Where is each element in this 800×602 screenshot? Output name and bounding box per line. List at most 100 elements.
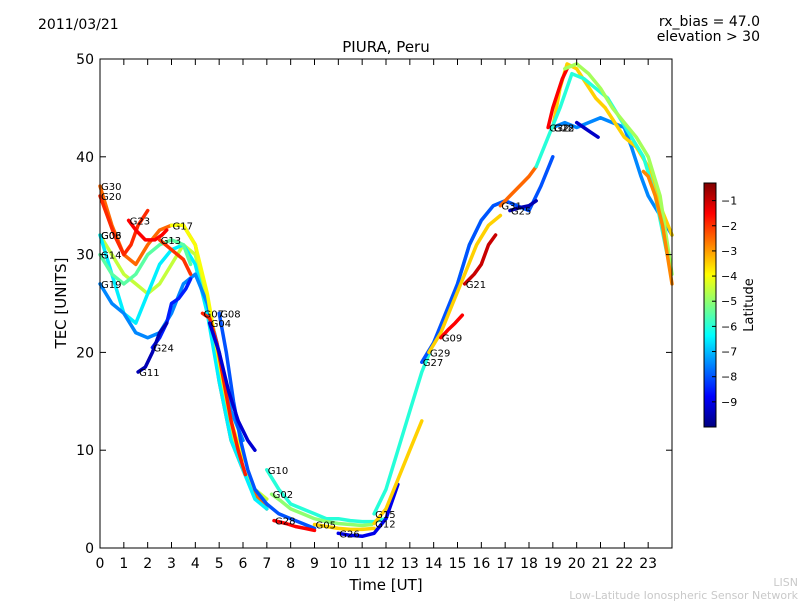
series-line-g02: [269, 492, 374, 528]
series-label: G17: [173, 221, 193, 232]
series-label: G25: [511, 207, 531, 218]
rx-bias-label: rx_bias = 47.0: [658, 14, 760, 30]
series-layer: [98, 62, 674, 539]
y-tick-label: 30: [76, 248, 94, 264]
x-tick-label: 20: [568, 556, 586, 572]
x-tick-label: 17: [496, 556, 514, 572]
series-line-g09: [439, 313, 465, 340]
series-line-g28: [272, 518, 317, 533]
series-line-g31: [498, 164, 538, 208]
plot-frame: [99, 58, 673, 549]
x-tick-label: 4: [191, 556, 200, 572]
series-line-g32: [546, 67, 569, 130]
series-label: G05: [316, 521, 336, 532]
series-label: G29: [430, 348, 450, 359]
x-tick-label: 23: [639, 556, 657, 572]
x-tick-label: 19: [544, 556, 562, 572]
series-label-layer: G30G20G23G06G03G14G19G13G17G24G11G07G08G…: [101, 124, 574, 541]
series-line: [563, 62, 674, 276]
series-label: G12: [375, 520, 395, 531]
elevation-label: elevation > 30: [656, 29, 760, 45]
x-tick-label: 21: [592, 556, 610, 572]
x-tick-label: 5: [215, 556, 224, 572]
series-label: G32: [549, 124, 569, 135]
series-label: G07: [204, 309, 224, 320]
series-label: G23: [130, 216, 150, 227]
series-label: G27: [423, 358, 443, 369]
series-line-g21: [462, 233, 498, 286]
x-tick-label: 6: [239, 556, 248, 572]
x-tick-label: 16: [472, 556, 490, 572]
x-tick-label: 9: [310, 556, 319, 572]
x-tick-label: 15: [449, 556, 467, 572]
series-line-g27: [420, 155, 555, 364]
colorbar-tick-label: −4: [721, 270, 737, 283]
series-line-g25: [508, 199, 538, 213]
x-tick-label: 22: [615, 556, 633, 572]
series-label: G03: [101, 231, 121, 242]
colorbar-tick-label: −6: [721, 320, 737, 333]
colorbar-tick-label: −9: [721, 396, 737, 409]
y-tick-label: 10: [76, 443, 94, 459]
x-axis-label: Time [UT]: [348, 576, 422, 594]
colorbar: −9 −8 −7 −6 −5 −4 −3 −2 −1 Latitude: [703, 182, 757, 428]
series-label: G09: [442, 334, 462, 345]
series-line-g11: [136, 321, 169, 374]
x-tick-label: 2: [143, 556, 152, 572]
series-label: G21: [466, 280, 486, 291]
y-tick-label: 0: [85, 541, 94, 557]
series-label: G19: [101, 280, 121, 291]
y-axis: 0 10 20 30 40 50: [76, 52, 672, 557]
series-line-g23: [126, 218, 169, 242]
y-tick-label: 20: [76, 345, 94, 361]
colorbar-tick-label: −7: [721, 346, 737, 359]
series-label: G20: [101, 192, 121, 203]
colorbar-scale: [703, 182, 717, 428]
y-tick-label: 40: [76, 150, 94, 166]
colorbar-ticks: −9 −8 −7 −6 −5 −4 −3 −2 −1: [712, 195, 737, 409]
y-axis-label: TEC [UNITS]: [52, 258, 70, 350]
series-line-g26: [336, 482, 400, 539]
series-line-g04: [207, 321, 257, 452]
series-label: G02: [273, 490, 293, 501]
x-axis: 0 1 2 3 4 5 6 7 8 9 10 11 12 13 14 15 16 17 18 19 20 21 22 23: [96, 59, 657, 572]
x-tick-label: 13: [401, 556, 419, 572]
series-label: G15: [375, 510, 395, 521]
series-label: G26: [339, 529, 359, 540]
series-label: G08: [220, 309, 240, 320]
x-tick-label: 7: [262, 556, 271, 572]
series-line-g14: [98, 238, 193, 286]
colorbar-tick-label: −2: [721, 220, 737, 233]
x-tick-label: 12: [377, 556, 395, 572]
series-label: G10: [268, 466, 288, 477]
x-tick-label: 18: [520, 556, 538, 572]
plot-area: G30G20G23G06G03G14G19G13G17G24G11G07G08G…: [76, 52, 674, 572]
x-tick-label: 8: [286, 556, 295, 572]
chart-title: PIURA, Peru: [342, 38, 429, 56]
series-label: G22: [554, 124, 574, 135]
series-line: [641, 169, 674, 286]
series-line-g05: [312, 522, 376, 532]
colorbar-label: Latitude: [742, 278, 757, 332]
series-line-g22: [551, 62, 674, 237]
series-label: G28: [275, 517, 295, 528]
x-tick-label: 0: [96, 556, 105, 572]
colorbar-tick-label: −8: [721, 371, 737, 384]
series-line-g07: [200, 311, 248, 477]
network-acronym: LISN: [773, 576, 798, 589]
series-label: G14: [101, 251, 121, 262]
series-label: G30: [101, 182, 121, 193]
colorbar-tick-label: −5: [721, 295, 737, 308]
series-label: G13: [161, 236, 181, 247]
x-tick-label: 3: [167, 556, 176, 572]
series-line-g12: [372, 419, 424, 526]
y-tick-label: 50: [76, 52, 94, 68]
series-label: G18: [554, 124, 574, 135]
series-line-g08: [217, 311, 317, 531]
series-line: [574, 120, 600, 139]
series-label: G06: [101, 231, 121, 242]
x-tick-label: 11: [353, 556, 371, 572]
x-tick-label: 1: [119, 556, 128, 572]
date-label: 2011/03/21: [38, 17, 119, 33]
